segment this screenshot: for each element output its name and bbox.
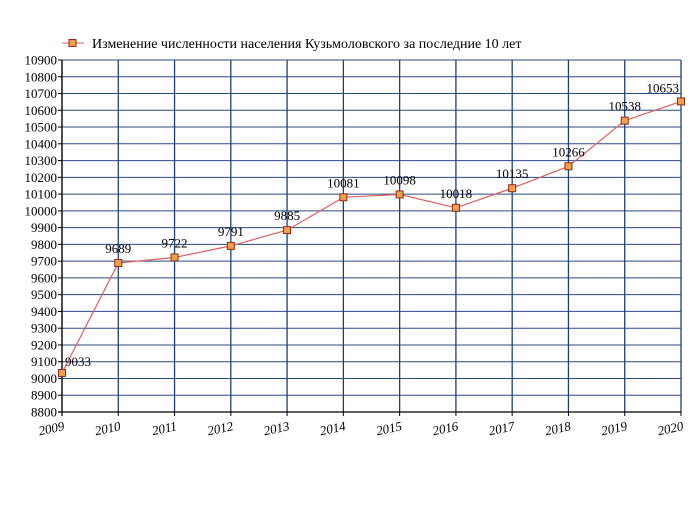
data-point: [451, 203, 460, 212]
y-tick-label: 8800: [31, 405, 57, 420]
y-tick-label: 10500: [25, 120, 58, 135]
y-tick-label: 9300: [31, 321, 57, 336]
y-tick-label: 9500: [31, 287, 57, 302]
y-tick-label: 10300: [25, 153, 58, 168]
data-point: [677, 97, 685, 106]
y-tick-label: 10700: [25, 86, 58, 101]
data-point: [508, 184, 517, 193]
data-label: 9885: [274, 208, 300, 223]
data-point: [226, 241, 235, 250]
y-tick-label: 10100: [25, 187, 58, 202]
y-tick-label: 9700: [31, 254, 57, 269]
x-tick-label: 2009: [37, 418, 66, 438]
x-tick-label: 2012: [206, 418, 235, 438]
x-tick-label: 2010: [93, 418, 122, 438]
y-tick-label: 8900: [31, 388, 57, 403]
data-point: [114, 258, 123, 267]
axes: [58, 59, 682, 416]
x-tick-label: 2018: [544, 418, 573, 438]
plot-background: [62, 60, 681, 412]
data-label: 9791: [218, 224, 244, 239]
data-label: 10135: [496, 166, 529, 181]
data-labels: 9033 9689 9722 9791 9885 10081 10098 10018 10135…: [65, 80, 679, 369]
x-tick-labels: 2009 2010 2011 2012 2013 2014 2015 2016 2017 2018…: [37, 418, 685, 438]
y-tick-label: 10600: [25, 103, 58, 118]
data-label: 9722: [162, 235, 188, 250]
x-tick-label: 2014: [318, 418, 347, 438]
y-tick-label: 10800: [25, 69, 58, 84]
legend-label: Изменение численности населения Кузьмоло…: [92, 37, 522, 52]
y-tick-label: 9000: [31, 371, 57, 386]
grid: [61, 59, 682, 413]
legend: Изменение численности населения Кузьмоло…: [62, 37, 522, 52]
data-point: [620, 116, 629, 125]
data-point: [283, 226, 292, 235]
y-tick-label: 9900: [31, 220, 57, 235]
x-tick-label: 2020: [656, 418, 685, 438]
data-label: 10098: [383, 172, 416, 187]
data-point: [339, 193, 348, 202]
data-label: 10266: [552, 144, 585, 159]
data-point: [170, 253, 179, 262]
x-tick-label: 2015: [375, 418, 404, 438]
data-label: 9689: [105, 241, 131, 256]
y-tick-labels: 8800890090009100920093009400950096009700…: [25, 53, 58, 420]
y-tick-label: 10400: [25, 136, 58, 151]
y-tick-label: 9400: [31, 304, 57, 319]
x-tick-label: 2013: [262, 418, 291, 438]
x-tick-label: 2019: [600, 418, 629, 438]
x-tick-label: 2017: [487, 418, 516, 438]
y-tick-label: 10200: [25, 170, 58, 185]
data-point: [395, 190, 404, 199]
legend-marker: [68, 39, 77, 47]
data-label: 10653: [647, 80, 680, 95]
y-tick-label: 9200: [31, 337, 57, 352]
data-label: 10538: [608, 99, 641, 114]
y-tick-label: 10000: [25, 203, 58, 218]
x-tick-label: 2011: [151, 418, 179, 438]
series-line: [61, 100, 682, 374]
x-tick-label: 2016: [431, 418, 460, 438]
data-point: [564, 162, 573, 171]
data-label: 10018: [440, 186, 473, 201]
y-tick-label: 9100: [31, 354, 57, 369]
data-label: 9033: [65, 354, 91, 369]
y-tick-label: 9800: [31, 237, 57, 252]
y-tick-label: 9600: [31, 270, 57, 285]
data-label: 10081: [327, 175, 360, 190]
series-population: [58, 97, 685, 377]
data-point: [58, 368, 66, 377]
y-tick-label: 10900: [25, 53, 58, 68]
